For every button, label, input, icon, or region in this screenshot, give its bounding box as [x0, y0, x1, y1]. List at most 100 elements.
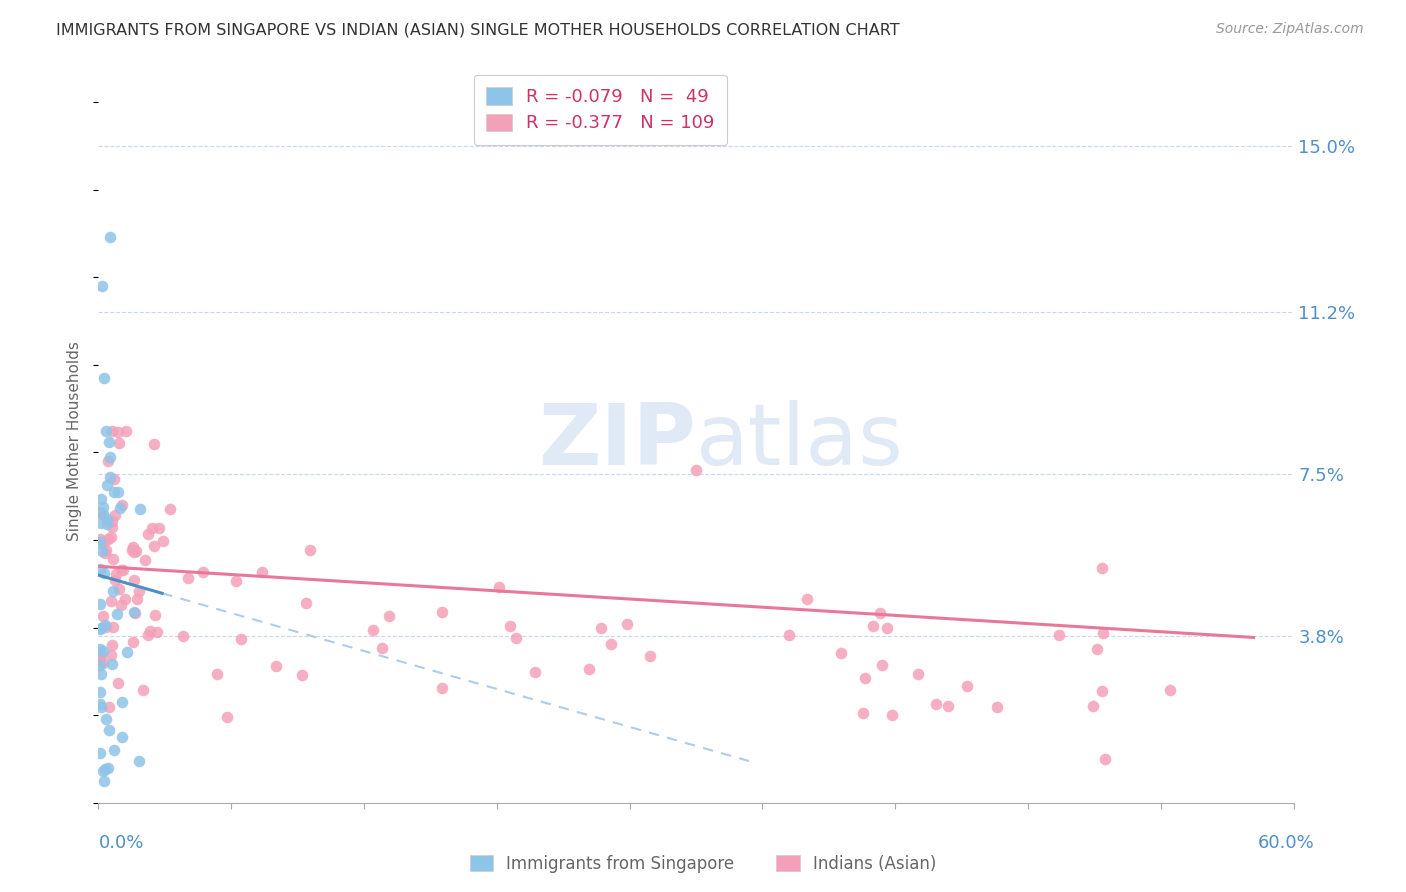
Text: ZIP: ZIP: [538, 400, 696, 483]
Point: [128, 754, 150, 768]
Point: [98, 723, 121, 737]
Point: [89, 597, 111, 611]
Point: [599, 637, 621, 651]
Point: [89, 622, 111, 636]
Point: [134, 553, 156, 567]
Point: [298, 543, 321, 558]
Point: [90, 667, 112, 681]
Point: [101, 520, 124, 534]
Legend: Immigrants from Singapore, Indians (Asian): Immigrants from Singapore, Indians (Asia…: [463, 848, 943, 880]
Point: [124, 606, 146, 620]
Point: [96, 543, 118, 558]
Point: [876, 621, 898, 635]
Point: [1091, 684, 1114, 698]
Point: [146, 624, 169, 639]
Point: [94, 620, 117, 634]
Point: [98, 435, 121, 450]
Y-axis label: Single Mother Households: Single Mother Households: [67, 342, 83, 541]
Point: [1085, 642, 1108, 657]
Point: [100, 648, 122, 662]
Point: [129, 501, 152, 516]
Point: [90, 699, 112, 714]
Point: [125, 592, 148, 607]
Point: [107, 484, 129, 499]
Point: [96, 478, 118, 492]
Point: [141, 521, 163, 535]
Legend: R = -0.079   N =  49, R = -0.377   N = 109: R = -0.079 N = 49, R = -0.377 N = 109: [474, 75, 727, 145]
Point: [111, 695, 134, 709]
Text: atlas: atlas: [696, 400, 904, 483]
Point: [89, 562, 111, 576]
Point: [177, 572, 200, 586]
Point: [105, 607, 128, 621]
Point: [139, 624, 162, 638]
Point: [115, 645, 138, 659]
Point: [1091, 626, 1114, 640]
Point: [96, 424, 118, 438]
Point: [93, 371, 115, 385]
Point: [104, 573, 127, 587]
Point: [98, 469, 121, 483]
Point: [97, 761, 120, 775]
Point: [121, 635, 143, 649]
Point: [1094, 752, 1116, 766]
Point: [264, 658, 287, 673]
Point: [93, 566, 115, 581]
Point: [578, 662, 600, 676]
Point: [870, 657, 893, 672]
Point: [852, 706, 875, 720]
Point: [115, 424, 138, 438]
Point: [122, 606, 145, 620]
Point: [1081, 699, 1104, 714]
Point: [89, 532, 111, 546]
Point: [101, 639, 124, 653]
Point: [830, 646, 852, 660]
Point: [121, 543, 143, 558]
Point: [98, 450, 122, 464]
Point: [101, 424, 124, 438]
Point: [101, 514, 124, 528]
Point: [108, 500, 131, 515]
Point: [128, 584, 150, 599]
Point: [94, 618, 117, 632]
Point: [1091, 561, 1114, 575]
Point: [101, 657, 124, 672]
Point: [122, 540, 145, 554]
Point: [132, 682, 155, 697]
Point: [142, 540, 165, 554]
Point: [104, 508, 127, 522]
Text: Source: ZipAtlas.com: Source: ZipAtlas.com: [1216, 22, 1364, 37]
Text: 0.0%: 0.0%: [98, 834, 143, 852]
Point: [361, 623, 384, 637]
Point: [91, 500, 114, 514]
Point: [89, 657, 111, 672]
Point: [97, 533, 120, 547]
Point: [111, 563, 134, 577]
Point: [90, 492, 112, 507]
Point: [94, 546, 117, 560]
Point: [616, 616, 638, 631]
Point: [295, 596, 318, 610]
Point: [159, 502, 181, 516]
Point: [138, 627, 160, 641]
Point: [91, 656, 114, 670]
Point: [291, 667, 314, 681]
Point: [103, 472, 125, 486]
Point: [853, 671, 876, 685]
Point: [97, 454, 120, 468]
Point: [524, 665, 547, 679]
Point: [91, 764, 114, 778]
Point: [100, 530, 122, 544]
Point: [925, 698, 948, 712]
Point: [94, 763, 117, 777]
Point: [107, 676, 129, 690]
Point: [91, 643, 114, 657]
Point: [111, 498, 134, 512]
Text: IMMIGRANTS FROM SINGAPORE VS INDIAN (ASIAN) SINGLE MOTHER HOUSEHOLDS CORRELATION: IMMIGRANTS FROM SINGAPORE VS INDIAN (ASI…: [56, 22, 900, 37]
Point: [499, 619, 522, 633]
Point: [89, 647, 111, 661]
Point: [101, 584, 124, 599]
Point: [862, 619, 884, 633]
Point: [96, 517, 118, 532]
Point: [94, 712, 117, 726]
